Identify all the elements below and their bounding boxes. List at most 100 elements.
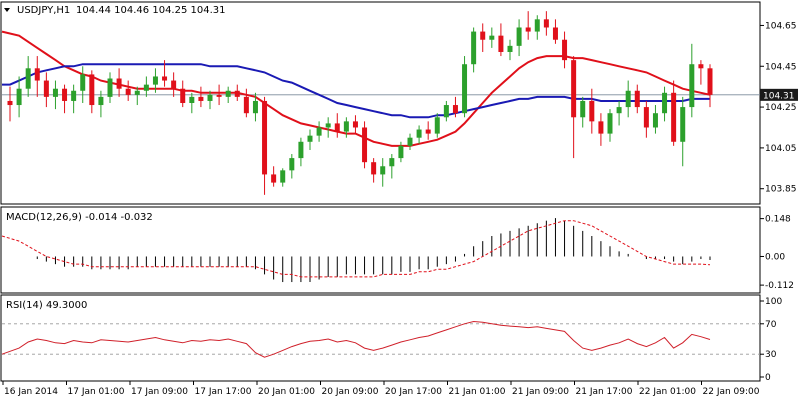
candle-body: [262, 100, 268, 175]
candle: [689, 43, 695, 118]
time-tick-label: 22 Jan 09:00: [703, 387, 760, 397]
time-tick-label: 20 Jan 09:00: [322, 387, 379, 397]
ohlc-values: 104.44 104.46 104.25 104.31: [76, 5, 226, 16]
time-tick-label: 21 Jan 01:00: [449, 387, 506, 397]
candle-body: [316, 127, 322, 136]
candle: [534, 15, 540, 40]
candle-body: [634, 90, 640, 108]
macd-signal-line: [1, 220, 711, 278]
macd-tick-label: -0.112: [765, 281, 794, 291]
candle: [298, 137, 304, 167]
candle-body: [289, 158, 295, 171]
time-tick-label: 17 Jan 17:00: [195, 387, 252, 397]
candle: [407, 133, 413, 150]
candle-body: [152, 76, 158, 85]
candle: [634, 84, 640, 114]
rsi-tick-label: 100: [765, 297, 782, 307]
candle-body: [252, 100, 258, 114]
candle: [216, 84, 222, 106]
candle: [471, 27, 477, 73]
candle: [89, 70, 95, 114]
candle-body: [189, 96, 195, 103]
candle-body: [662, 92, 668, 114]
candle: [507, 39, 513, 61]
candle-body: [362, 127, 368, 163]
candle-body: [134, 90, 140, 95]
candle: [262, 96, 268, 195]
candle: [571, 56, 577, 159]
candle: [552, 19, 558, 44]
candle: [162, 60, 168, 87]
candle: [80, 66, 86, 103]
candle-body: [562, 39, 568, 61]
candle: [589, 88, 595, 134]
candle: [671, 80, 677, 146]
candle-body: [580, 100, 586, 118]
candle: [525, 11, 531, 40]
rsi-title: RSI(14) 49.3000: [6, 300, 87, 311]
rsi-line: [1, 320, 711, 358]
candle: [152, 68, 158, 93]
candle: [307, 129, 313, 150]
candle: [425, 121, 431, 140]
candle: [116, 68, 122, 97]
candle: [25, 56, 31, 97]
candle: [198, 86, 204, 108]
candle-body: [162, 76, 168, 81]
collapse-triangle-icon[interactable]: [4, 8, 10, 12]
candle: [16, 76, 22, 118]
candle-body: [298, 141, 304, 159]
price-tick-label: 104.25: [765, 103, 797, 113]
candle-body: [52, 88, 58, 97]
candle: [143, 76, 149, 97]
candle: [643, 100, 649, 138]
candle-body: [280, 170, 286, 183]
candle-body: [507, 45, 513, 52]
candle-body: [25, 68, 31, 89]
candle: [607, 109, 613, 142]
candle-body: [343, 121, 349, 132]
candle-body: [398, 145, 404, 159]
candle-body: [7, 100, 13, 106]
candle-body: [380, 166, 386, 175]
macd-tick-label: 0.00: [765, 252, 785, 262]
candle-body: [425, 129, 431, 134]
macd-title: MACD(12,26,9) -0.014 -0.032: [6, 212, 153, 223]
candle: [62, 84, 68, 114]
candle-body: [34, 68, 40, 81]
candle: [452, 96, 458, 118]
candle-body: [689, 64, 695, 108]
candle: [516, 19, 522, 57]
candle: [180, 80, 186, 108]
candle-body: [125, 88, 131, 95]
candle: [416, 125, 422, 144]
candle: [362, 121, 368, 169]
time-tick-label: 21 Jan 09:00: [512, 387, 569, 397]
rsi-tick-label: 0: [765, 373, 771, 383]
price-tick-label: 104.45: [765, 62, 797, 72]
candle-body: [434, 117, 440, 134]
candle: [616, 100, 622, 126]
candle: [434, 113, 440, 138]
candle: [252, 92, 258, 122]
macd-axis: 0.148 0.00 -0.112: [760, 215, 794, 291]
candle-body: [462, 64, 468, 114]
candle: [171, 72, 177, 97]
candle-body: [143, 84, 149, 91]
candle: [462, 56, 468, 118]
time-tick-label: 20 Jan 01:00: [258, 387, 315, 397]
candle: [225, 86, 231, 103]
candle-body: [89, 74, 95, 106]
candle: [398, 141, 404, 163]
candles: [7, 11, 713, 195]
candle: [698, 60, 704, 85]
candle-body: [607, 113, 613, 134]
candle-body: [489, 35, 495, 40]
symbol-label: USDJPY,H1: [17, 5, 70, 16]
candle-body: [598, 121, 604, 134]
candle-body: [643, 107, 649, 128]
rsi-panel-frame: [0, 294, 761, 382]
candle: [543, 11, 549, 36]
candle: [325, 117, 331, 138]
